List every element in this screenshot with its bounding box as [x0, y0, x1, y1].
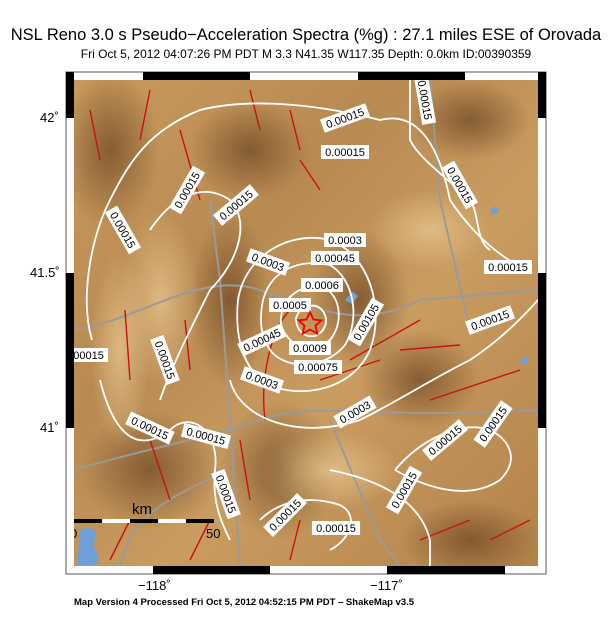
contour-label-box: [385, 465, 423, 515]
contour-label-text: 0.00015: [316, 523, 356, 535]
contour-label-box: [180, 423, 232, 449]
scale-end: 50: [206, 526, 220, 541]
contour-label-box: [289, 341, 331, 355]
contour-label-box: [213, 184, 259, 226]
contour-label: 0.00015: [483, 260, 533, 274]
contour-label-box: [104, 205, 142, 255]
contour-label-text: 0.0006: [305, 280, 339, 292]
contour-label-box: [310, 251, 360, 265]
lon-tick-117: −117˚: [370, 578, 403, 593]
contour-label-box: [320, 145, 370, 159]
contour-label: 0.0006: [301, 278, 343, 292]
contour-label: 0.0003: [324, 233, 366, 247]
contour-label-box: [347, 297, 385, 347]
contour-label-box: [483, 260, 533, 274]
event-info: Fri Oct 5, 2012 04:07:26 PM PDT M 3.3 N4…: [80, 47, 532, 61]
lon-tick-118: −118˚: [138, 578, 171, 593]
scale-unit: km: [132, 501, 152, 518]
contour-label-box: [293, 360, 343, 374]
contour-label: 0.0009: [289, 341, 331, 355]
contour-label-box: [263, 493, 307, 537]
contour-label-text: 0.00015: [64, 350, 104, 362]
map-title: NSL Reno 3.0 s Pseudo−Acceleration Spect…: [10, 26, 602, 44]
contour-label: 0.00045: [310, 251, 360, 265]
lat-tick-42: 42˚: [40, 110, 59, 125]
contour-label-box: [441, 160, 479, 210]
scale-start: 0: [70, 526, 77, 541]
contour-label-box: [320, 103, 370, 133]
footer-version: Map Version 4 Processed Fri Oct 5, 2012 …: [74, 597, 415, 608]
scale-bar: km 0 50: [70, 501, 220, 541]
contours: [85, 80, 538, 566]
contour-label-text: 0.0003: [328, 235, 362, 247]
contour-label-box: [125, 411, 175, 445]
contour-label-box: [168, 165, 206, 215]
contour-label: 0.00015: [320, 145, 370, 159]
epicenter: [296, 309, 324, 336]
contour-label: 0.00015: [311, 521, 361, 535]
contour-label-text: 0.00015: [488, 262, 528, 274]
contour-label-text: 0.00045: [315, 253, 355, 265]
star-icon: [296, 309, 324, 336]
contour-label-text: 0.0005: [273, 300, 307, 312]
contour-label-box: [245, 248, 291, 276]
contour-label-box: [311, 521, 361, 535]
contour-label-text: 0.0009: [293, 343, 327, 355]
contour-label-box: [301, 278, 343, 292]
contour-label-box: [239, 366, 285, 394]
contour-label-box: [333, 395, 377, 429]
contour-label-box: [465, 305, 515, 335]
contour-label-text: 0.00075: [298, 362, 338, 374]
contour-label: 0.0005: [269, 298, 311, 312]
contour-label-box: [237, 323, 287, 357]
contour-label-box: [150, 335, 180, 385]
contour-label: 0.00075: [293, 360, 343, 374]
lat-tick-41: 41˚: [40, 420, 59, 435]
contour-label-box: [473, 400, 513, 448]
lat-tick-41-5: 41.5˚: [30, 265, 60, 280]
faults: [89, 89, 531, 561]
contour-label-text: 0.00015: [325, 147, 365, 159]
contour-label: 0.00015: [64, 348, 109, 362]
contour-label-box: [324, 233, 366, 247]
contour-label-box: [413, 80, 437, 125]
contour-label-box: [269, 298, 311, 312]
contour-label-box: [74, 348, 109, 362]
contour-label-box: [422, 419, 468, 461]
contour-label-box: [211, 469, 241, 519]
